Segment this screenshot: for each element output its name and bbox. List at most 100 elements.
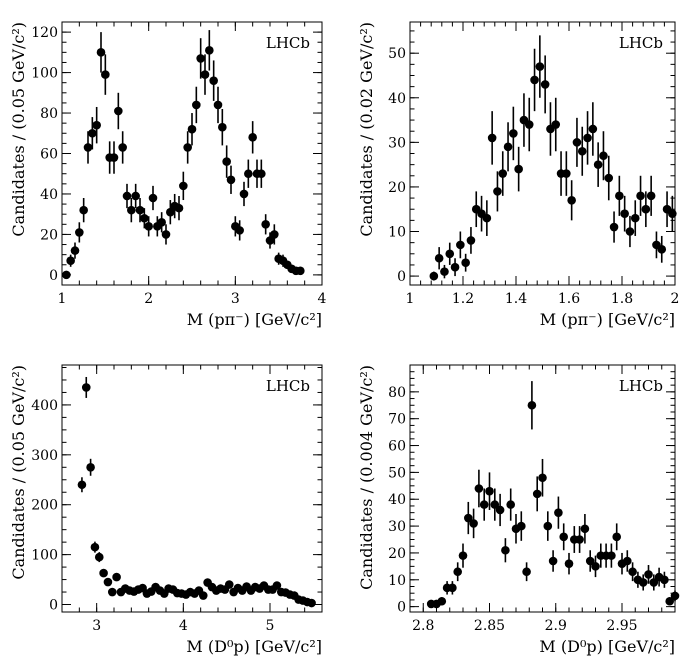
data-point (543, 521, 553, 531)
data-point (257, 169, 266, 179)
data-point (140, 213, 149, 223)
data-point (200, 70, 210, 79)
data-point (588, 124, 598, 134)
data-point (562, 169, 571, 178)
y-tick-label: 30 (388, 519, 406, 535)
y-tick-label: 40 (388, 91, 406, 107)
data-point (235, 226, 244, 235)
data-point (205, 46, 214, 55)
data-point (506, 500, 515, 509)
y-tick-label: 60 (388, 439, 406, 455)
data-point (196, 54, 205, 63)
data-point (668, 209, 677, 218)
data-point (522, 567, 531, 577)
data-point (620, 209, 629, 218)
data-point (450, 262, 460, 272)
y-tick-label: 40 (40, 187, 58, 203)
data-point (218, 122, 227, 132)
data-point (148, 193, 158, 203)
x-tick-label: 2.8 (412, 618, 434, 634)
chart-bottom-right: 2.8 2.85 2.9 2.95 0 10 20 30 40 50 60 70 80 M (D⁰p) [… (357, 364, 680, 656)
y-tick-label: 80 (388, 385, 406, 401)
plot-frame (61, 364, 323, 613)
data-point (482, 213, 492, 223)
data-point (461, 258, 470, 268)
x-tick-label: 5 (266, 618, 275, 634)
data-point (630, 213, 640, 223)
data-point (62, 270, 71, 280)
data-point (509, 129, 518, 138)
data-point (248, 133, 257, 142)
data-point (92, 120, 101, 130)
data-point (118, 143, 127, 152)
data-point (625, 227, 635, 236)
data-point (517, 521, 526, 531)
x-tick-label: 1.4 (505, 291, 527, 307)
data-point (485, 486, 494, 496)
lhcb-label: LHCb (619, 34, 663, 52)
x-tick-label: 1 (58, 291, 67, 307)
data-point (670, 591, 680, 601)
data-point (530, 75, 539, 85)
data-point (572, 138, 582, 147)
data-point (239, 189, 249, 199)
data-point (94, 552, 104, 562)
y-tick-label: 60 (40, 147, 58, 163)
data-point (493, 187, 502, 196)
data-point (437, 596, 447, 606)
data-point (107, 587, 117, 597)
data-point (458, 551, 468, 560)
y-axis-title: Candidates / (0.02 GeV/c²) (357, 22, 376, 237)
data-point (665, 596, 674, 606)
data-point (599, 151, 608, 161)
data-point (88, 128, 97, 138)
y-tick-label: 400 (31, 398, 58, 414)
data-point (99, 568, 108, 578)
data-point (90, 542, 100, 552)
y-tick-label: 10 (388, 573, 406, 589)
data-point (86, 462, 95, 472)
data-point (532, 489, 542, 499)
lhcb-label: LHCb (619, 377, 663, 395)
data-point (429, 271, 439, 281)
data-point (538, 473, 547, 483)
data-point (209, 76, 218, 85)
data-point (77, 480, 87, 490)
data-point (564, 559, 574, 568)
data-point (81, 383, 91, 392)
data-point (464, 513, 473, 523)
data-point (456, 240, 465, 250)
x-axis-title: M (pπ⁻) [GeV/c²] (187, 310, 322, 329)
data-point (514, 164, 523, 174)
data-point (198, 591, 208, 600)
data-point (66, 256, 75, 266)
y-axis-title: Candidates / (0.05 GeV/c²) (9, 22, 28, 237)
x-tick-label: 4 (179, 618, 188, 634)
data-point (265, 236, 275, 245)
data-point (604, 173, 614, 183)
data-point (179, 181, 188, 191)
data-point (615, 191, 624, 201)
data-point (551, 120, 561, 129)
data-point (623, 556, 632, 566)
data-point (174, 203, 184, 213)
data-point (490, 500, 500, 509)
data-point (479, 500, 489, 509)
data-point (440, 267, 449, 276)
y-tick-label: 20 (40, 227, 58, 243)
data-point (445, 249, 455, 259)
chart-bottom-left: 3 4 5 0 100 200 300 400 M (D⁰p) [GeV/c²] Candidat… (9, 364, 323, 656)
data-point (612, 532, 621, 542)
x-axis-title: M (D⁰p) [GeV/c²] (539, 637, 675, 656)
data-point (453, 567, 463, 577)
data-point (222, 157, 231, 166)
y-tick-label: 120 (31, 25, 58, 41)
y-tick-label: 30 (388, 135, 406, 151)
y-tick-label: 70 (388, 412, 406, 428)
data-point (636, 191, 645, 201)
data-point (192, 100, 201, 110)
x-tick-label: 4 (318, 291, 327, 307)
data-point (161, 230, 171, 239)
x-tick-label: 2 (144, 291, 153, 307)
